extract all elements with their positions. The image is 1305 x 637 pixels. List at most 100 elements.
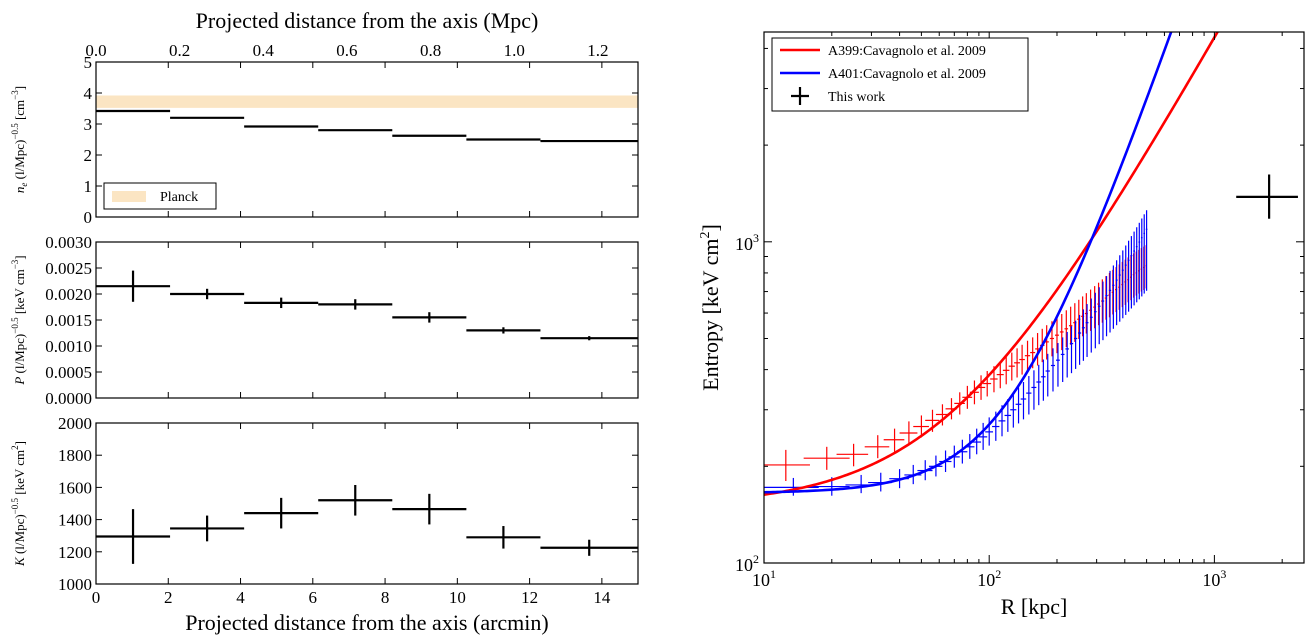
- xtick-exponent: 1: [770, 567, 776, 581]
- ylabel-exponent: −0.5: [10, 317, 20, 334]
- legend-label: A401:Cavagnolo et al. 2009: [828, 67, 986, 82]
- legend: A399:Cavagnolo et al. 2009 A401:Cavagnolo…: [771, 37, 1029, 112]
- ytick-label: 1: [84, 177, 93, 196]
- xtick-label: 10: [449, 588, 466, 607]
- ytick-exponent: 3: [753, 231, 759, 245]
- xtick-base: 10: [977, 570, 995, 590]
- ytick-label: 1800: [58, 446, 92, 465]
- xtick-label: 8: [381, 588, 390, 607]
- ylabel-symbol: n: [12, 187, 27, 194]
- ytick-label: 0.0000: [45, 389, 92, 408]
- xtick-base: 10: [752, 570, 770, 590]
- xtick-exponent: 2: [995, 567, 1001, 581]
- ylabel-factor: (l/Mpc): [12, 514, 27, 557]
- ytick-base: 10: [735, 234, 753, 254]
- ylabel-close: ]: [12, 86, 27, 90]
- ytick-label: 1400: [58, 511, 92, 530]
- legend-label: Planck: [160, 190, 198, 205]
- xtick-label: 14: [593, 588, 611, 607]
- xtick-exponent: 3: [1220, 567, 1226, 581]
- ylabel-unit-exponent: −3: [10, 90, 20, 100]
- ylabel-unit-exponent: 2: [10, 445, 20, 450]
- ytick-label: 0.0030: [45, 233, 92, 252]
- panel-frame: [95, 241, 639, 399]
- ytick-label: 3: [84, 115, 93, 134]
- ylabel-close: ]: [698, 224, 723, 231]
- xtick-label: 4: [236, 588, 245, 607]
- ytick-label: 5: [84, 53, 93, 72]
- ylabel-close: ]: [12, 441, 27, 445]
- ylabel-pressure: P (l/Mpc)−0.5 [keV cm−3]: [10, 255, 27, 385]
- ylabel-unit: [keV cm: [12, 450, 27, 498]
- planck-band: [96, 95, 638, 108]
- panel-ne: 0 1 2 3 4 5 ne (l/Mpc)−0.5 [cm−3] Planck: [10, 53, 639, 227]
- ytick-label: 0.0015: [45, 311, 92, 330]
- ytick-label: 1200: [58, 543, 92, 562]
- ylabel-unit-exponent: −3: [10, 259, 20, 269]
- ylabel-exponent: −0.5: [10, 498, 20, 515]
- series-0: [764, 245, 1147, 482]
- series-2: [1236, 174, 1298, 219]
- ylabel-unit: [keV cm: [12, 269, 27, 317]
- ytick-label: 2000: [58, 414, 92, 433]
- ylabel-symbol: K: [12, 556, 27, 567]
- legend-swatch: [112, 191, 146, 202]
- model-curve-1: [764, 32, 1173, 494]
- ytick-exponent: 2: [753, 552, 759, 566]
- xtick-label: 101: [752, 567, 776, 590]
- ylabel-subscript: e: [19, 183, 29, 187]
- xtick-top-label: 1.0: [504, 41, 525, 60]
- ylabel-exponent: −0.5: [10, 123, 20, 140]
- ytick-label: 0.0020: [45, 285, 92, 304]
- ylabel-unit: [cm: [12, 100, 27, 123]
- ylabel-exponent: 2: [698, 231, 713, 238]
- xtick-top-label: 0.2: [169, 41, 190, 60]
- ylabel-close: ]: [12, 255, 27, 259]
- xtick-label: 103: [1202, 567, 1226, 590]
- ylabel-symbol: P: [12, 377, 27, 386]
- ylabel-entropy: K (l/Mpc)−0.5 [keV cm2]: [10, 441, 27, 567]
- panel-frame: [95, 422, 639, 585]
- panel-pressure: 0.0000 0.0005 0.0010 0.0015 0.0020 0.0025 0.00…: [10, 233, 639, 408]
- ytick-label: 102: [735, 552, 759, 575]
- ytick-base: 10: [735, 555, 753, 575]
- panel-frame: [95, 61, 639, 218]
- ytick-label: 0.0010: [45, 337, 92, 356]
- xtick-base: 10: [1202, 570, 1220, 590]
- ylabel-text: Entropy [keV cm: [698, 238, 723, 390]
- xlabel-arcmin: Projected distance from the axis (arcmin…: [185, 610, 548, 635]
- plot-frame: [763, 31, 1305, 564]
- xlabel: R [kpc]: [1001, 594, 1068, 619]
- xtick-top-label: 1.2: [587, 41, 608, 60]
- xtick-top-label: 0.6: [336, 41, 357, 60]
- plot-area: [764, 32, 1298, 496]
- xtick-label: 2: [164, 588, 173, 607]
- ytick-label: 0.0025: [45, 259, 92, 278]
- xtick-top-label: 0.0: [85, 41, 106, 60]
- legend-label: This work: [828, 90, 885, 105]
- legend-planck: Planck: [103, 182, 217, 210]
- ylabel: Entropy [keV cm2]: [698, 224, 723, 391]
- xtick-label: 6: [309, 588, 318, 607]
- ytick-label: 0.0005: [45, 363, 92, 382]
- panel-entropy: 1000 1200 1400 1600 1800 2000 K (l/Mpc)−0.5 [k…: [10, 414, 639, 594]
- xlabel-mpc: Projected distance from the axis (Mpc): [196, 8, 539, 33]
- xtick-label: 12: [521, 588, 538, 607]
- ytick-label: 1600: [58, 478, 92, 497]
- ytick-label: 103: [735, 231, 759, 254]
- ylabel-factor: (l/Mpc): [12, 334, 27, 377]
- ylabel-factor: (l/Mpc): [12, 140, 27, 183]
- xtick-top-label: 0.4: [253, 41, 275, 60]
- ytick-label: 4: [84, 84, 93, 103]
- xtick-top-label: 0.8: [420, 41, 441, 60]
- xtick-label: 0: [92, 588, 101, 607]
- legend-label: A399:Cavagnolo et al. 2009: [828, 44, 986, 59]
- ytick-label: 0: [84, 208, 93, 227]
- ylabel-ne: ne (l/Mpc)−0.5 [cm−3]: [10, 86, 29, 193]
- ytick-label: 2: [84, 146, 93, 165]
- xtick-label: 102: [977, 567, 1001, 590]
- ytick-label: 1000: [58, 575, 92, 594]
